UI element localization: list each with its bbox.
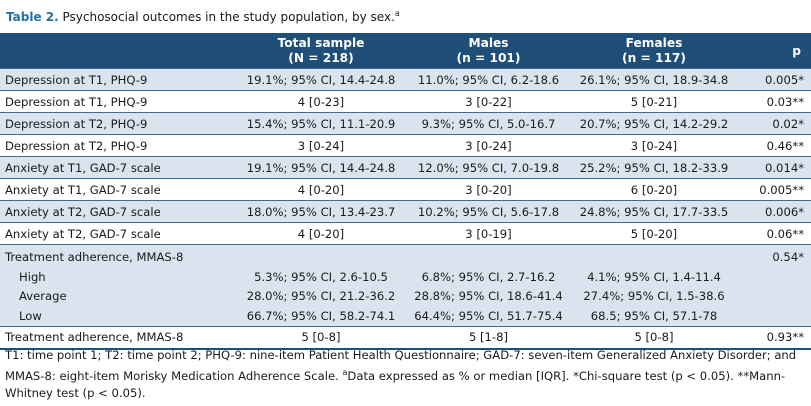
header-females: Females (n = 117) xyxy=(622,36,686,65)
header-row: Total sample (N = 218) Males (n = 101) Fem… xyxy=(0,33,811,69)
table-row: Depression at T2, PHQ-9 3 [0-24] 3 [0-24… xyxy=(0,134,811,157)
table-footnote: T1: time point 1; T2: time point 2; PHQ-… xyxy=(5,348,797,400)
cell-males: 3 [0-24] xyxy=(408,134,569,157)
table-row: Anxiety at T2, GAD-7 scale 18.0%; 95% CI… xyxy=(0,200,811,223)
cell-females: 5 [0-20] xyxy=(569,222,739,245)
cell-females: 27.4%; 95% CI, 1.5-38.6 xyxy=(583,289,725,303)
cell-females: 6 [0-20] xyxy=(569,178,739,201)
row-label: Anxiety at T2, GAD-7 scale xyxy=(0,222,234,245)
cell-total: 19.1%; 95% CI, 14.4-24.8 xyxy=(234,156,408,179)
cell-total: 4 [0-20] xyxy=(234,178,408,201)
header-total: Total sample (N = 218) xyxy=(277,36,365,65)
table-row: Anxiety at T1, GAD-7 scale 19.1%; 95% CI… xyxy=(0,156,811,179)
cell-p: 0.54* xyxy=(739,244,811,327)
cell-females: 4.1%; 95% CI, 1.4-11.4 xyxy=(587,269,721,284)
cell-females: 68.5; 95% CI, 57.1-78 xyxy=(590,308,718,323)
level-label-high: High xyxy=(19,269,46,284)
cell-p: 0.02* xyxy=(739,112,811,135)
cell-total: 4 [0-23] xyxy=(234,90,408,113)
header-males: Males (n = 101) xyxy=(456,36,521,65)
adherence-label: Treatment adherence, MMAS-8 xyxy=(5,250,184,264)
cell-females: 5 [0-8] xyxy=(569,326,739,350)
cell-females: 24.8%; 95% CI, 17.7-33.5 xyxy=(569,200,739,223)
cell-males: 9.3%; 95% CI, 5.0-16.7 xyxy=(408,112,569,135)
footnote-sup: a xyxy=(342,368,348,377)
adherence-row: Treatment adherence, MMAS-8 High Average… xyxy=(0,244,811,327)
cell-total: 5.3%; 95% CI, 2.6-10.5 xyxy=(254,269,388,284)
adherence-total: 5.3%; 95% CI, 2.6-10.5 28.0%; 95% CI, 21… xyxy=(234,244,408,327)
adherence-males: 6.8%; 95% CI, 2.7-16.2 28.8%; 95% CI, 18… xyxy=(408,244,569,327)
level-label-average: Average xyxy=(19,289,67,303)
caption-label: Table 2. xyxy=(6,10,59,24)
cell-males: 3 [0-22] xyxy=(408,90,569,113)
cell-males: 5 [1-8] xyxy=(408,326,569,350)
cell-males: 3 [0-20] xyxy=(408,178,569,201)
cell-p: 0.005** xyxy=(739,178,811,201)
cell-males: 10.2%; 95% CI, 5.6-17.8 xyxy=(408,200,569,223)
cell-females: 20.7%; 95% CI, 14.2-29.2 xyxy=(569,112,739,135)
row-label: Depression at T2, PHQ-9 xyxy=(0,134,234,157)
row-label: Depression at T1, PHQ-9 xyxy=(0,68,234,91)
row-label: Anxiety at T1, GAD-7 scale xyxy=(0,178,234,201)
outcomes-table: Total sample (N = 218) Males (n = 101) Fem… xyxy=(0,33,811,350)
table-row: Treatment adherence, MMAS-8 5 [0-8] 5 [1… xyxy=(0,326,811,350)
adherence-labels: Treatment adherence, MMAS-8 High Average… xyxy=(0,244,234,327)
header-blank xyxy=(0,33,234,69)
cell-p: 0.014* xyxy=(739,156,811,179)
row-label: Depression at T1, PHQ-9 xyxy=(0,90,234,113)
level-label-low: Low xyxy=(19,308,42,323)
cell-total: 66.7%; 95% CI, 58.2-74.1 xyxy=(246,308,396,323)
cell-males: 12.0%; 95% CI, 7.0-19.8 xyxy=(408,156,569,179)
cell-p: 0.93** xyxy=(739,326,811,350)
cell-total: 5 [0-8] xyxy=(234,326,408,350)
cell-males: 3 [0-19] xyxy=(408,222,569,245)
row-label: Depression at T2, PHQ-9 xyxy=(0,112,234,135)
cell-p: 0.03** xyxy=(739,90,811,113)
cell-total: 3 [0-24] xyxy=(234,134,408,157)
cell-males: 11.0%; 95% CI, 6.2-18.6 xyxy=(408,68,569,91)
cell-females: 25.2%; 95% CI, 18.2-33.9 xyxy=(569,156,739,179)
cell-p: 0.46** xyxy=(739,134,811,157)
caption-text: Psychosocial outcomes in the study popul… xyxy=(58,10,395,24)
cell-total: 4 [0-20] xyxy=(234,222,408,245)
table-row: Anxiety at T2, GAD-7 scale 4 [0-20] 3 [0… xyxy=(0,222,811,245)
cell-females: 3 [0-24] xyxy=(569,134,739,157)
table-caption: Table 2. Psychosocial outcomes in the st… xyxy=(6,9,400,24)
caption-sup: a xyxy=(394,9,400,18)
adherence-females: 4.1%; 95% CI, 1.4-11.4 27.4%; 95% CI, 1.… xyxy=(569,244,739,327)
table-row: Anxiety at T1, GAD-7 scale 4 [0-20] 3 [0… xyxy=(0,178,811,201)
cell-males: 28.8%; 95% CI, 18.6-41.4 xyxy=(414,289,563,303)
row-label: Anxiety at T1, GAD-7 scale xyxy=(0,156,234,179)
table-row: Depression at T2, PHQ-9 15.4%; 95% CI, 1… xyxy=(0,112,811,135)
cell-total: 15.4%; 95% CI, 11.1-20.9 xyxy=(234,112,408,135)
cell-total: 18.0%; 95% CI, 13.4-23.7 xyxy=(234,200,408,223)
cell-males: 6.8%; 95% CI, 2.7-16.2 xyxy=(421,269,556,284)
table-row: Depression at T1, PHQ-9 4 [0-23] 3 [0-22… xyxy=(0,90,811,113)
table-row: Depression at T1, PHQ-9 19.1%; 95% CI, 1… xyxy=(0,68,811,91)
row-label: Treatment adherence, MMAS-8 xyxy=(0,326,234,350)
cell-males: 64.4%; 95% CI, 51.7-75.4 xyxy=(414,308,563,323)
cell-total: 19.1%; 95% CI, 14.4-24.8 xyxy=(234,68,408,91)
cell-p: 0.005* xyxy=(739,68,811,91)
cell-females: 5 [0-21] xyxy=(569,90,739,113)
cell-females: 26.1%; 95% CI, 18.9-34.8 xyxy=(569,68,739,91)
cell-total: 28.0%; 95% CI, 21.2-36.2 xyxy=(246,289,396,303)
cell-p: 0.006* xyxy=(739,200,811,223)
cell-p: 0.06** xyxy=(739,222,811,245)
header-p: p xyxy=(792,43,801,58)
row-label: Anxiety at T2, GAD-7 scale xyxy=(0,200,234,223)
